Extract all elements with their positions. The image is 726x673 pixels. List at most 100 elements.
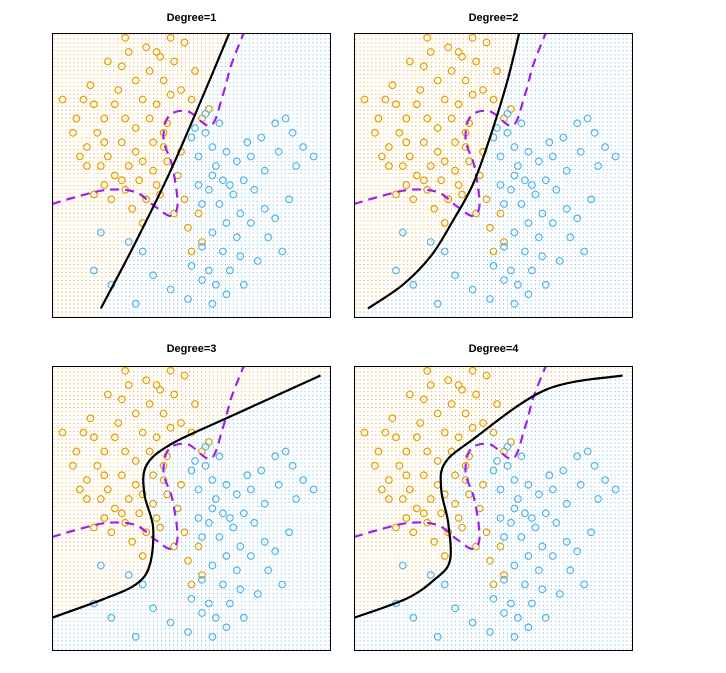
point-orange bbox=[447, 400, 456, 408]
point-orange bbox=[440, 157, 449, 166]
point-orange bbox=[145, 114, 154, 123]
bayes-decision-boundary bbox=[52, 366, 245, 550]
point-blue bbox=[149, 271, 158, 280]
point-blue bbox=[198, 533, 206, 541]
point-orange bbox=[489, 95, 498, 104]
point-orange bbox=[385, 476, 393, 484]
point-orange bbox=[131, 124, 140, 132]
point-orange bbox=[419, 509, 428, 518]
point-orange bbox=[79, 428, 88, 437]
point-orange bbox=[486, 223, 494, 232]
point-orange bbox=[131, 76, 140, 85]
point-orange bbox=[184, 223, 192, 232]
point-orange bbox=[72, 447, 81, 456]
point-orange bbox=[152, 514, 161, 522]
point-blue bbox=[538, 252, 547, 261]
fitted-decision-boundary bbox=[99, 33, 231, 310]
point-blue bbox=[204, 185, 213, 194]
point-blue bbox=[187, 466, 196, 475]
point-orange bbox=[142, 528, 151, 537]
point-orange bbox=[177, 86, 185, 94]
point-blue bbox=[510, 228, 519, 237]
point-blue bbox=[281, 447, 290, 456]
point-orange bbox=[103, 57, 112, 66]
point-blue bbox=[611, 152, 620, 161]
point-orange bbox=[110, 171, 119, 180]
point-blue bbox=[576, 147, 585, 156]
point-orange bbox=[419, 471, 428, 480]
point-orange bbox=[447, 67, 456, 75]
point-blue bbox=[232, 233, 241, 242]
point-blue bbox=[517, 533, 526, 541]
point-blue bbox=[208, 171, 217, 180]
point-blue bbox=[573, 452, 582, 461]
point-orange bbox=[398, 162, 407, 170]
point-orange bbox=[89, 523, 98, 532]
point-blue bbox=[590, 128, 599, 137]
point-blue bbox=[124, 571, 133, 579]
point-orange bbox=[166, 423, 175, 432]
point-blue bbox=[211, 613, 220, 622]
point-orange bbox=[121, 33, 130, 42]
bayes-decision-boundary bbox=[354, 366, 547, 550]
point-orange bbox=[82, 143, 91, 151]
point-blue bbox=[409, 280, 418, 289]
point-blue bbox=[222, 623, 231, 632]
point-blue bbox=[194, 514, 203, 522]
point-orange bbox=[93, 461, 102, 470]
point-blue bbox=[451, 604, 460, 613]
point-blue bbox=[489, 466, 498, 475]
point-orange bbox=[430, 537, 439, 546]
point-orange bbox=[100, 471, 109, 480]
point-orange bbox=[145, 400, 154, 408]
point-orange bbox=[496, 209, 505, 218]
point-orange bbox=[117, 471, 126, 480]
point-blue bbox=[528, 599, 536, 608]
point-blue bbox=[521, 176, 529, 185]
point-blue bbox=[573, 119, 582, 128]
point-orange bbox=[423, 114, 432, 123]
point-orange bbox=[117, 138, 126, 147]
point-orange bbox=[426, 48, 435, 56]
point-orange bbox=[461, 409, 470, 418]
point-blue bbox=[500, 533, 508, 541]
point-blue bbox=[594, 495, 602, 503]
point-orange bbox=[114, 419, 123, 427]
point-orange bbox=[419, 395, 428, 404]
point-orange bbox=[451, 138, 460, 147]
point-orange bbox=[423, 447, 432, 456]
point-blue bbox=[528, 266, 536, 275]
point-orange bbox=[482, 371, 491, 380]
point-blue bbox=[292, 495, 301, 503]
point-blue bbox=[531, 523, 540, 532]
point-blue bbox=[587, 195, 595, 204]
point-orange bbox=[371, 128, 379, 137]
point-blue bbox=[187, 133, 196, 142]
point-orange bbox=[433, 457, 442, 465]
point-blue bbox=[225, 266, 234, 275]
point-blue bbox=[236, 542, 245, 551]
point-blue bbox=[548, 485, 557, 494]
point-orange bbox=[444, 195, 453, 204]
point-blue bbox=[194, 181, 203, 189]
point-orange bbox=[433, 409, 442, 418]
point-blue bbox=[184, 295, 192, 303]
point-blue bbox=[211, 162, 220, 170]
point-orange bbox=[117, 509, 126, 518]
point-blue bbox=[222, 147, 231, 156]
point-orange bbox=[493, 67, 501, 75]
point-blue bbox=[250, 185, 259, 194]
point-blue bbox=[239, 613, 248, 622]
point-blue bbox=[514, 280, 522, 289]
point-blue bbox=[260, 537, 269, 546]
point-orange bbox=[58, 428, 67, 437]
point-blue bbox=[271, 119, 280, 128]
point-orange bbox=[454, 100, 463, 109]
point-blue bbox=[194, 152, 203, 161]
point-blue bbox=[191, 124, 199, 132]
data-points bbox=[360, 366, 620, 641]
point-blue bbox=[524, 290, 533, 299]
point-orange bbox=[402, 138, 411, 147]
point-orange bbox=[419, 138, 428, 147]
point-orange bbox=[198, 238, 206, 246]
